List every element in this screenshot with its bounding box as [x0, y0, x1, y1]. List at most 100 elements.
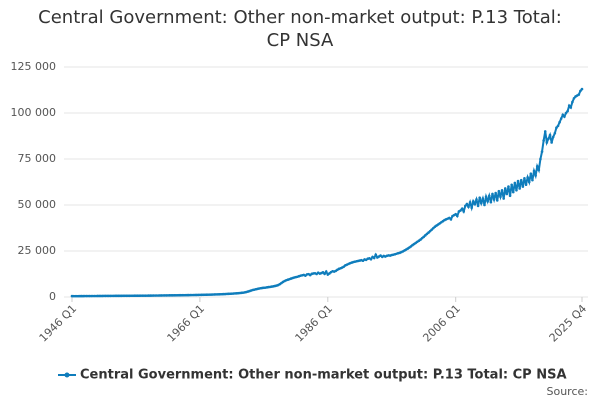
- chart-title: Central Government: Other non-market out…: [38, 7, 562, 28]
- data-point: [374, 253, 378, 256]
- data-point: [524, 183, 528, 187]
- data-point: [523, 177, 526, 180]
- data-point: [511, 190, 515, 194]
- data-point: [526, 176, 529, 179]
- data-point: [547, 137, 550, 141]
- data-point: [491, 192, 494, 196]
- data-point: [465, 202, 469, 206]
- data-point: [545, 141, 549, 144]
- y-tick-label: 75 000: [18, 152, 57, 165]
- x-tick-label: 2025 Q4: [547, 302, 590, 345]
- data-point: [571, 100, 574, 104]
- data-point: [470, 206, 473, 210]
- data-point: [372, 256, 376, 260]
- data-point: [460, 207, 464, 210]
- legend-marker: [64, 372, 70, 378]
- data-point: [534, 174, 537, 177]
- data-point: [492, 198, 496, 201]
- data-point: [507, 185, 510, 188]
- data-point: [518, 187, 521, 190]
- data-point: [478, 196, 481, 199]
- data-point: [502, 197, 505, 200]
- data-point: [519, 178, 523, 182]
- data-point: [566, 109, 569, 113]
- data-point: [537, 168, 541, 172]
- data-point: [486, 200, 489, 203]
- x-tick-label: 1946 Q1: [37, 302, 80, 345]
- data-point: [483, 203, 486, 207]
- data-point: [471, 200, 475, 203]
- data-point: [369, 257, 373, 261]
- data-point: [572, 96, 576, 100]
- data-point: [567, 104, 571, 107]
- data-point: [516, 179, 520, 183]
- data-point: [561, 113, 565, 117]
- data-point: [467, 205, 470, 209]
- data-point: [543, 130, 547, 133]
- data-point: [513, 181, 517, 185]
- legend-label: Central Government: Other non-market out…: [80, 368, 567, 383]
- data-point: [473, 202, 477, 206]
- data-point: [540, 150, 544, 153]
- x-tick-label: 1986 Q1: [293, 302, 336, 345]
- data-point: [542, 139, 545, 142]
- x-tick-label: 1966 Q1: [165, 302, 208, 345]
- data-point: [459, 209, 462, 212]
- data-point: [505, 192, 509, 196]
- data-point: [550, 141, 553, 144]
- data-point: [449, 218, 453, 221]
- data-point: [579, 89, 582, 93]
- data-point: [497, 189, 501, 193]
- data-point: [503, 187, 507, 190]
- data-point: [555, 126, 558, 130]
- data-point: [462, 210, 465, 213]
- source-label: Source:: [547, 385, 589, 398]
- data-point: [479, 201, 483, 205]
- data-point: [515, 188, 518, 192]
- y-tick-label: 125 000: [11, 60, 57, 73]
- data-point: [494, 191, 497, 195]
- data-point: [468, 200, 472, 204]
- data-point: [556, 124, 560, 128]
- data-point: [580, 87, 584, 91]
- data-point: [539, 157, 542, 161]
- data-point: [499, 195, 502, 199]
- data-point: [532, 169, 536, 173]
- data-point: [529, 172, 533, 176]
- data-point: [463, 204, 467, 208]
- data-point: [577, 93, 581, 96]
- data-point: [535, 165, 539, 168]
- data-point: [495, 199, 499, 202]
- y-tick-label: 25 000: [18, 244, 57, 257]
- data-point: [548, 133, 552, 137]
- chart-title: CP NSA: [267, 30, 334, 51]
- data-point: [454, 212, 457, 216]
- data-point: [564, 111, 568, 115]
- data-point: [508, 194, 512, 198]
- data-point: [484, 195, 488, 199]
- data-point: [553, 131, 557, 135]
- data-point: [324, 270, 328, 273]
- data-point: [476, 204, 480, 208]
- data-point: [527, 180, 531, 184]
- data-point: [558, 120, 561, 124]
- data-point: [323, 272, 326, 276]
- data-point: [455, 214, 459, 218]
- data-point: [551, 135, 555, 139]
- data-point: [569, 106, 573, 109]
- y-tick-label: 50 000: [18, 198, 57, 211]
- data-point: [559, 117, 563, 120]
- data-point: [510, 183, 513, 187]
- data-point: [531, 178, 534, 182]
- data-point: [489, 200, 493, 204]
- data-point: [500, 188, 504, 192]
- x-tick-label: 2006 Q1: [420, 302, 463, 345]
- y-tick-label: 100 000: [11, 106, 57, 119]
- data-point: [487, 194, 491, 198]
- data-point: [475, 198, 478, 201]
- data-point: [481, 197, 485, 200]
- data-point: [521, 185, 525, 188]
- data-point: [563, 115, 566, 118]
- data-line: [71, 88, 583, 298]
